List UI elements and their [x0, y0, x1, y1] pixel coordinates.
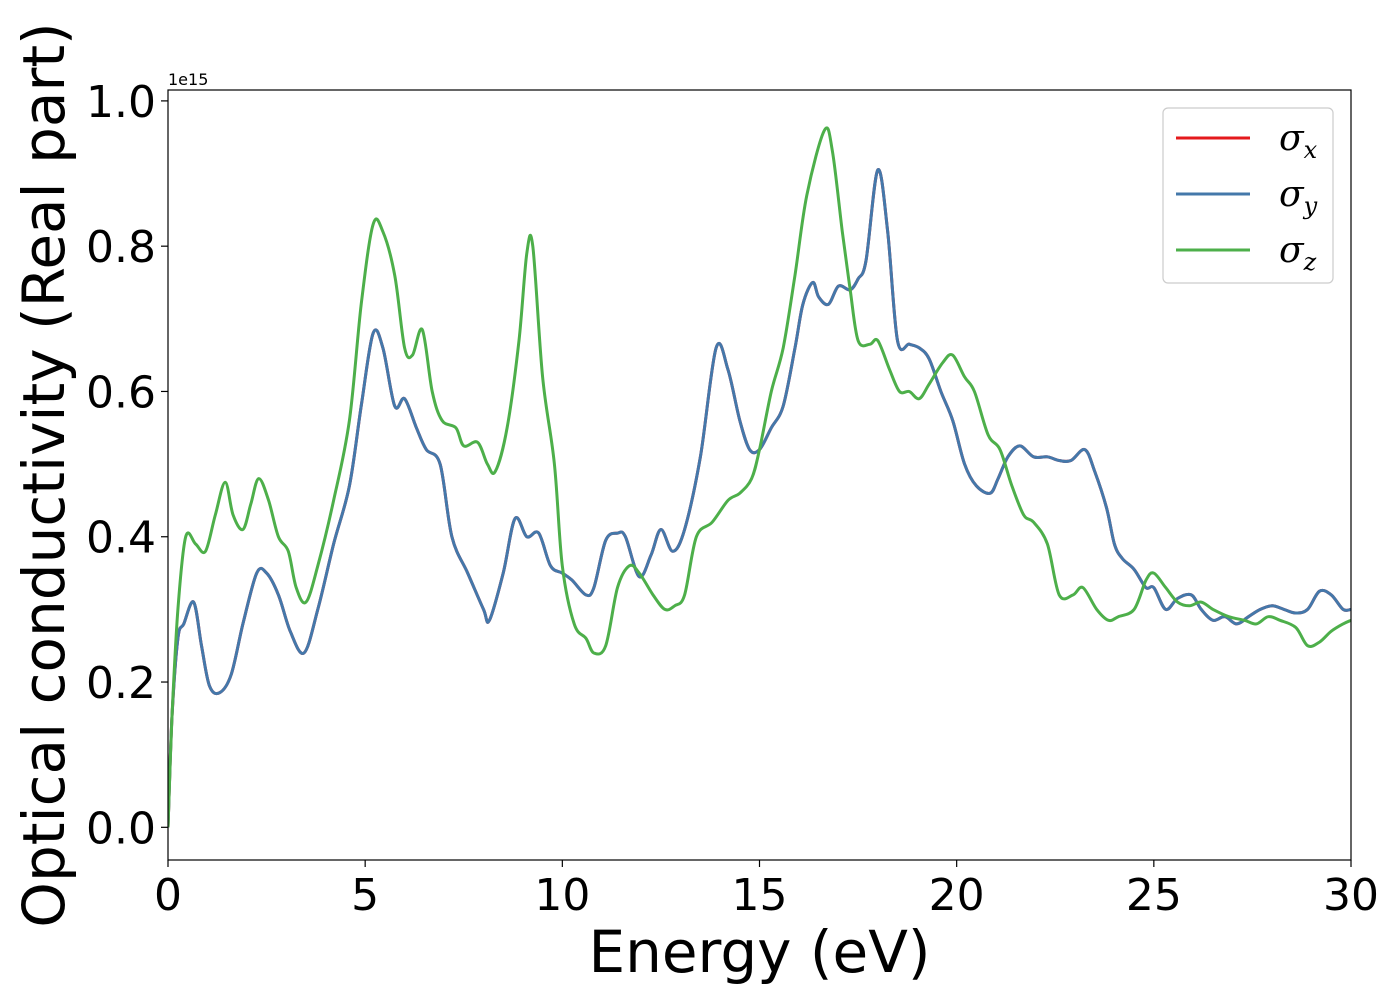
- axes: 0 5 10 15 20 25 30 0.0 0.2 0.4 0.6 0.8 1.0: [86, 77, 1379, 921]
- plot-area: [168, 126, 1351, 828]
- x-tick-label: 25: [1126, 870, 1182, 921]
- y-tick-label: 0.8: [86, 222, 156, 273]
- y-tick-label: 0.2: [86, 658, 156, 709]
- y-axis-title: Optical conductivity (Real part): [10, 22, 78, 927]
- x-tick-label: 0: [154, 870, 182, 921]
- y-tick-label: 0.0: [86, 803, 156, 854]
- y-tick-label: 1.0: [86, 77, 156, 128]
- y-axis-offset-label: 1e15: [168, 70, 208, 89]
- series-line-sigma-y: [168, 168, 1351, 828]
- legend-label-sigma-x: σx: [1279, 118, 1318, 164]
- x-tick-label: 15: [732, 870, 788, 921]
- x-tick-label: 30: [1323, 870, 1379, 921]
- x-axis-title: Energy (eV): [588, 918, 930, 986]
- y-tick-label: 0.4: [86, 513, 156, 564]
- x-tick-label: 5: [351, 870, 379, 921]
- x-tick-label: 10: [534, 870, 590, 921]
- series-line-sigma-z: [168, 126, 1351, 828]
- y-tick-label: 0.6: [86, 367, 156, 418]
- x-tick-label: 20: [929, 870, 985, 921]
